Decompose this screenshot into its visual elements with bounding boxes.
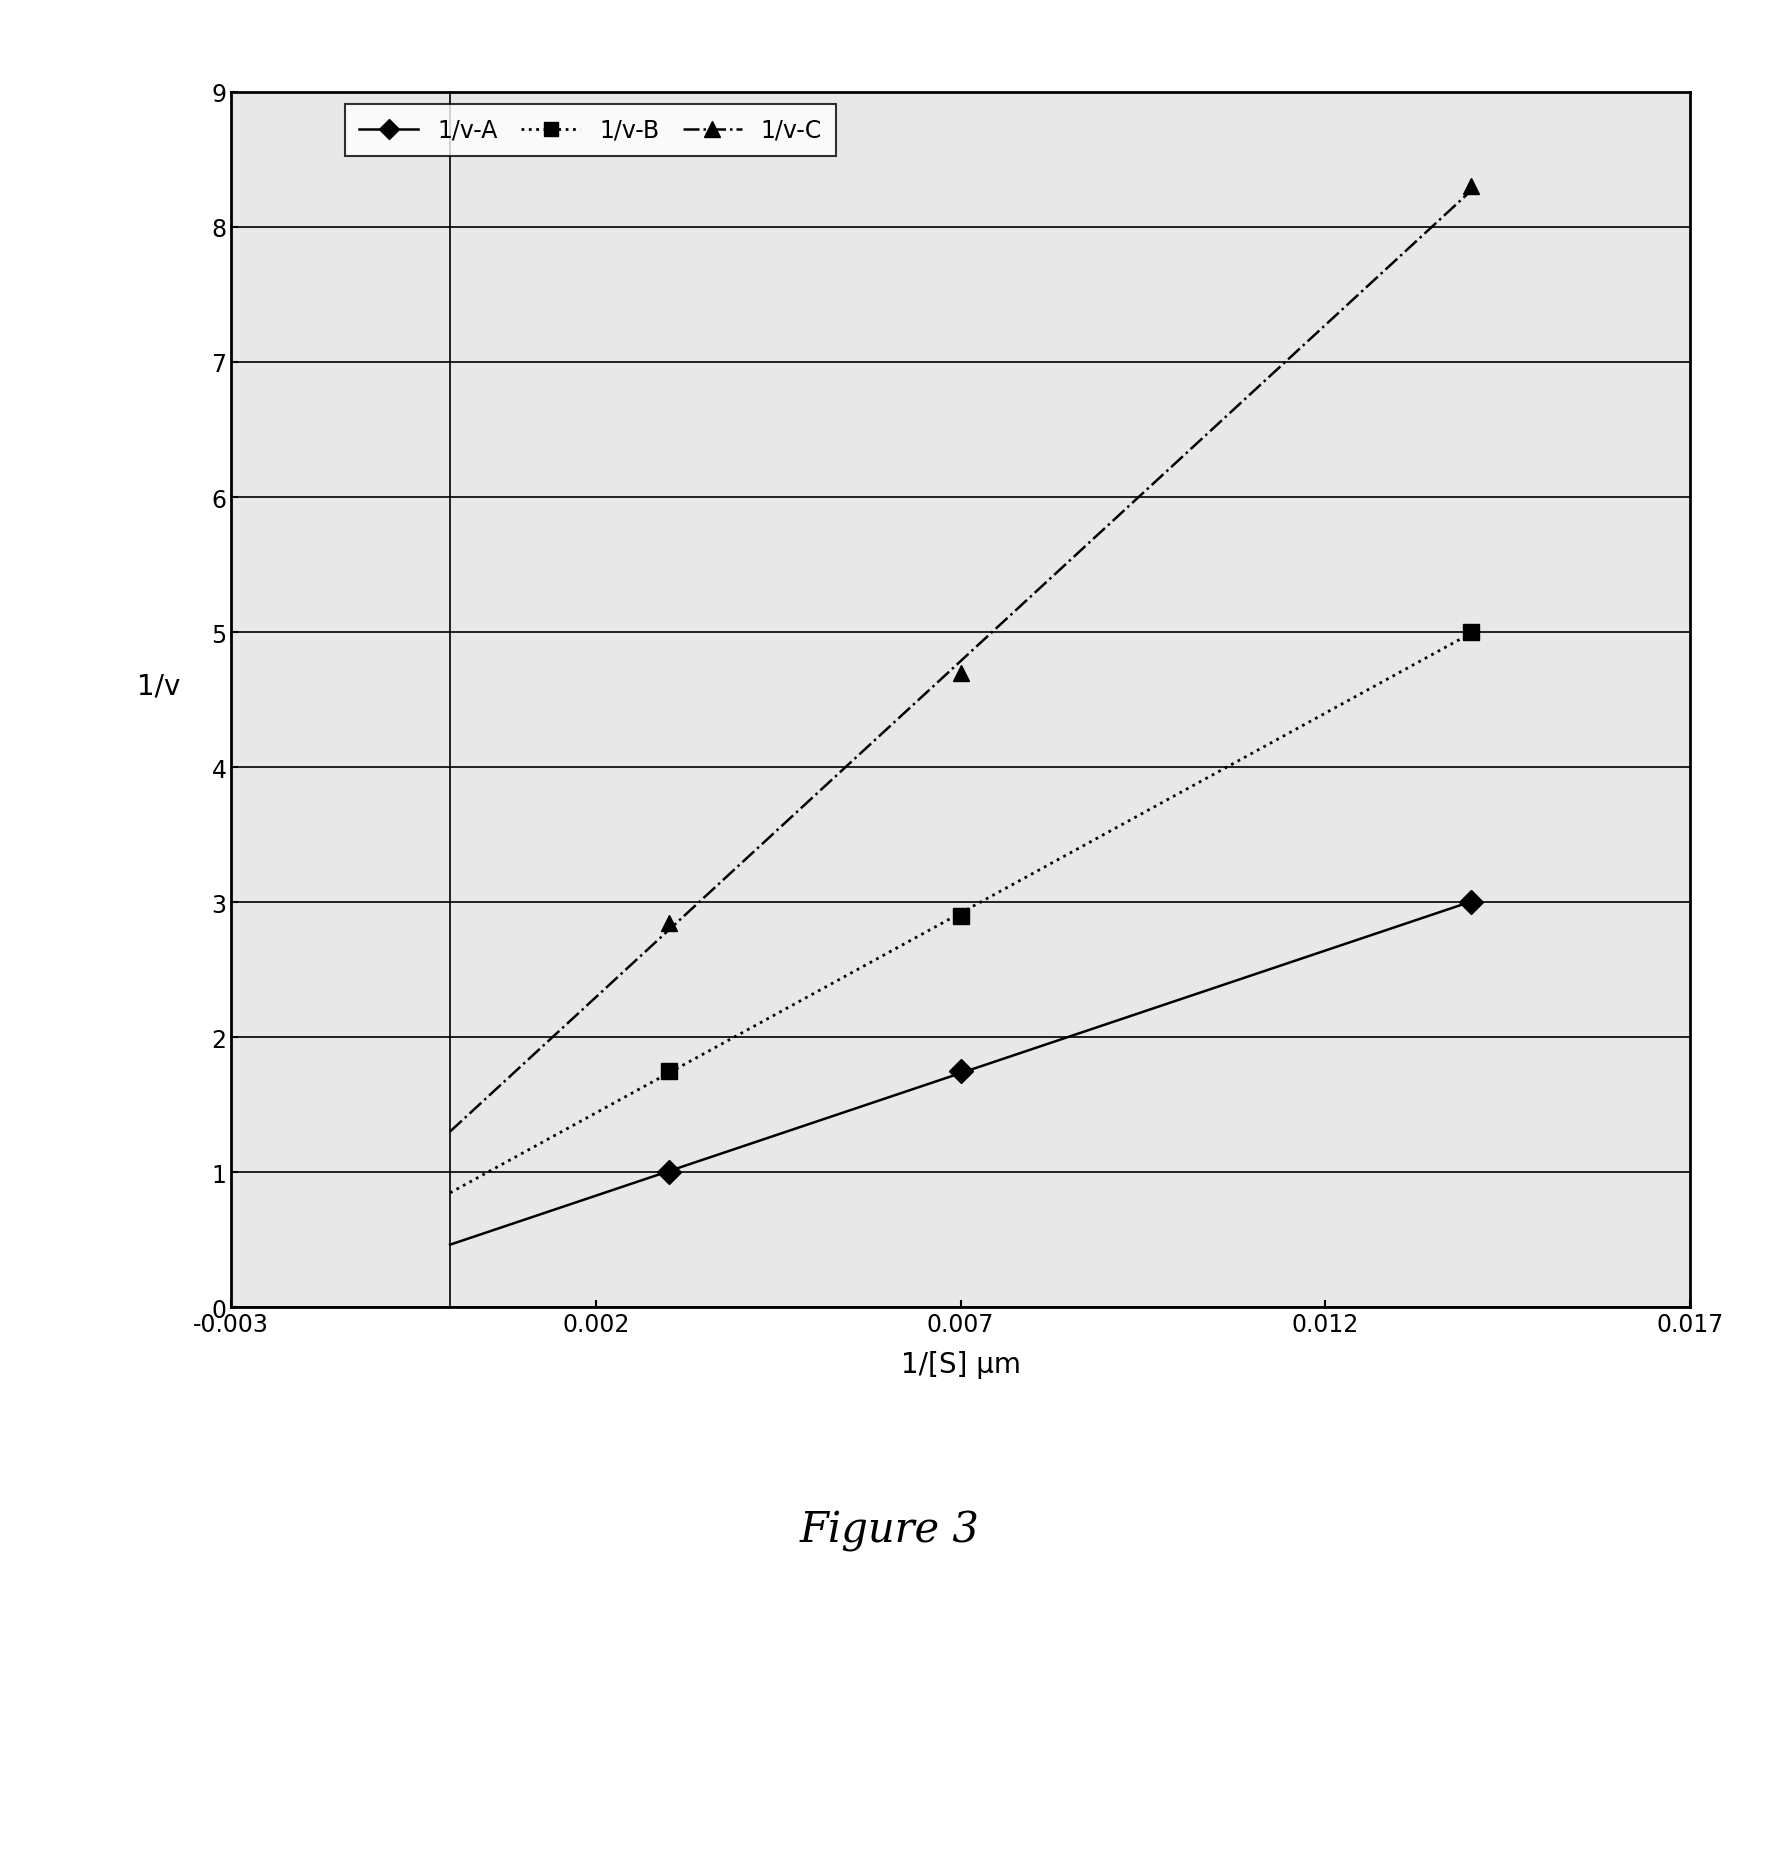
Text: Figure 3: Figure 3 — [799, 1510, 980, 1551]
Y-axis label: 1/v: 1/v — [137, 672, 180, 701]
X-axis label: 1/[S] μm: 1/[S] μm — [900, 1350, 1021, 1378]
Legend: 1/v-A, 1/v-B, 1/v-C: 1/v-A, 1/v-B, 1/v-C — [345, 104, 836, 158]
